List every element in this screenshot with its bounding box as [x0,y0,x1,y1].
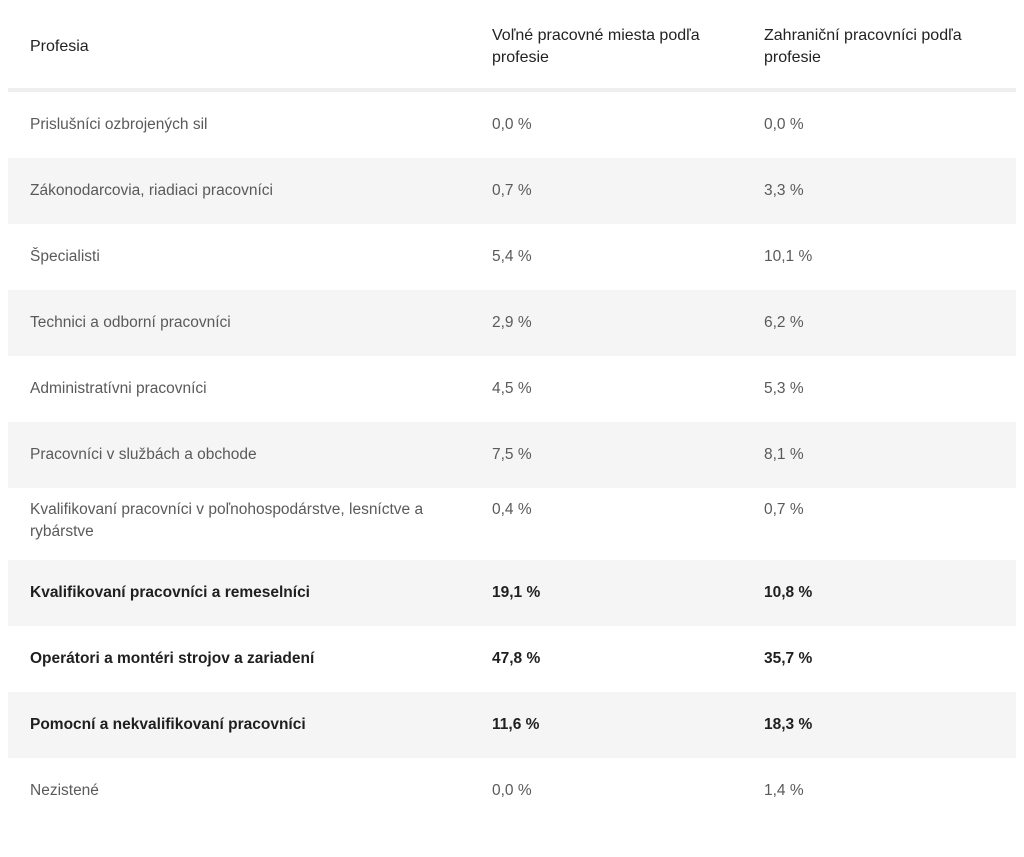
vacancies-cell: 0,0 % [492,782,532,799]
profession-cell: Technici a odborní pracovníci [30,314,231,331]
vacancies-cell: 0,7 % [492,182,532,199]
profession-cell: Kvalifikovaní pracovníci v poľnohospodár… [30,501,424,540]
profession-cell: Administratívni pracovníci [30,380,207,397]
table-row: Nezistené 0,0 % 1,4 % [8,758,1016,824]
header-vacancies: Voľné pracovné miesta podľa profesie [492,27,700,66]
profession-cell: Pomocní a nekvalifikovaní pracovníci [30,716,306,733]
table-row: Špecialisti 5,4 % 10,1 % [8,224,1016,290]
table-header: Profesia Voľné pracovné miesta podľa pro… [8,0,1016,92]
profession-cell: Kvalifikovaní pracovníci a remeselníci [30,584,310,601]
vacancies-cell: 47,8 % [492,650,541,667]
foreign-workers-cell: 1,4 % [764,782,804,799]
vacancies-cell: 19,1 % [492,584,541,601]
foreign-workers-cell: 0,7 % [764,501,804,518]
vacancies-cell: 5,4 % [492,248,532,265]
foreign-workers-cell: 6,2 % [764,314,804,331]
header-profession: Profesia [30,38,89,55]
foreign-workers-cell: 0,0 % [764,116,804,133]
profession-cell: Nezistené [30,782,99,799]
header-foreign-workers: Zahraniční pracovníci podľa profesie [764,27,962,66]
foreign-workers-cell: 18,3 % [764,716,813,733]
table-row: Zákonodarcovia, riadiaci pracovníci 0,7 … [8,158,1016,224]
foreign-workers-cell: 3,3 % [764,182,804,199]
table-row: Administratívni pracovníci 4,5 % 5,3 % [8,356,1016,422]
table-row: Technici a odborní pracovníci 2,9 % 6,2 … [8,290,1016,356]
vacancies-cell: 7,5 % [492,446,532,463]
table-row: Kvalifikovaní pracovníci v poľnohospodár… [8,488,1016,560]
profession-cell: Zákonodarcovia, riadiaci pracovníci [30,182,273,199]
profession-cell: Prislušníci ozbrojených sil [30,116,208,133]
vacancies-cell: 0,0 % [492,116,532,133]
foreign-workers-cell: 10,1 % [764,248,813,265]
table-row: Pracovníci v službách a obchode 7,5 % 8,… [8,422,1016,488]
foreign-workers-cell: 10,8 % [764,584,813,601]
profession-cell: Špecialisti [30,248,100,265]
table-row: Prislušníci ozbrojených sil 0,0 % 0,0 % [8,92,1016,158]
profession-cell: Pracovníci v službách a obchode [30,446,257,463]
profession-cell: Operátori a montéri strojov a zariadení [30,650,315,667]
foreign-workers-cell: 35,7 % [764,650,813,667]
vacancies-cell: 4,5 % [492,380,532,397]
vacancies-cell: 2,9 % [492,314,532,331]
profession-table: Profesia Voľné pracovné miesta podľa pro… [8,0,1016,824]
table-row: Operátori a montéri strojov a zariadení … [8,626,1016,692]
vacancies-cell: 11,6 % [492,716,540,733]
table-row: Pomocní a nekvalifikovaní pracovníci 11,… [8,692,1016,758]
table-row: Kvalifikovaní pracovníci a remeselníci 1… [8,560,1016,626]
foreign-workers-cell: 8,1 % [764,446,804,463]
vacancies-cell: 0,4 % [492,501,532,518]
foreign-workers-cell: 5,3 % [764,380,804,397]
